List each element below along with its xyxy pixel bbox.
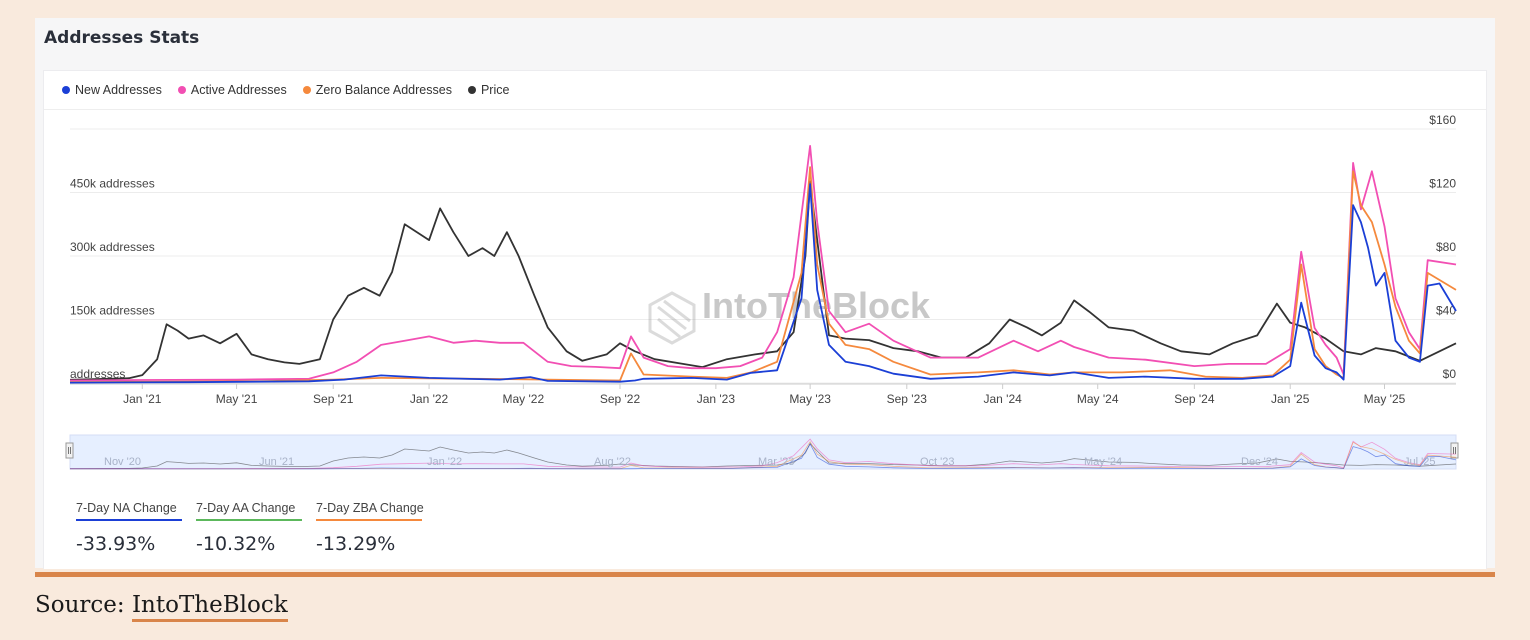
source-prefix: Source:	[35, 592, 132, 618]
watermark-logo-icon	[648, 291, 696, 345]
left-axis-tick-label: 450k addresses	[70, 177, 155, 191]
x-axis-tick-label: May '21	[216, 392, 258, 406]
legend-dot-icon	[177, 86, 186, 94]
stat-value: -13.29%	[316, 533, 396, 555]
series-line-active-addresses	[69, 145, 1457, 382]
watermark-text: IntoTheBlock	[702, 285, 931, 326]
addresses-stats-panel: Addresses Stats New Addresses Active Add…	[35, 18, 1495, 569]
legend-label: Zero Balance Addresses	[315, 83, 452, 97]
stat-value: -33.93%	[76, 533, 156, 555]
navigator-label: May '24	[1084, 456, 1122, 468]
stats-row: 7-Day NA Change -33.93% 7-Day AA Change …	[76, 501, 424, 555]
legend-label: New Addresses	[75, 83, 162, 97]
x-axis-tick-label: May '23	[789, 392, 831, 406]
right-axis-labels: $0 $40 $80 $120 $160	[1429, 113, 1456, 381]
x-axis-tick-label: Jan '21	[123, 392, 162, 406]
x-axis-tick-label: Sep '21	[313, 392, 354, 406]
legend-item-active-addresses[interactable]: Active Addresses	[177, 83, 287, 97]
source-line: Source: IntoTheBlock	[35, 592, 288, 622]
right-axis-tick-label: $120	[1429, 177, 1456, 191]
x-axis-tick-label: May '24	[1077, 392, 1119, 406]
legend-dot-icon	[302, 86, 311, 94]
legend-item-zero-balance-addresses[interactable]: Zero Balance Addresses	[302, 83, 452, 97]
navigator-label: Jun '21	[259, 456, 294, 468]
legend-label: Active Addresses	[190, 83, 287, 97]
navigator-lines	[69, 438, 1457, 470]
chart-legend: New Addresses Active Addresses Zero Bala…	[62, 83, 509, 97]
navigator-right-handle[interactable]	[1450, 442, 1459, 459]
right-axis-tick-label: $40	[1436, 304, 1456, 318]
left-axis-tick-label: 150k addresses	[70, 304, 155, 318]
navigator-line	[70, 443, 1457, 470]
left-axis-tick-label: addresses	[70, 367, 125, 381]
panel-title: Addresses Stats	[44, 28, 200, 48]
right-axis-tick-label: $160	[1429, 113, 1456, 127]
navigator-label: Aug '22	[594, 456, 631, 468]
series-line-price	[69, 180, 1457, 381]
x-axis-tick-label: Jan '24	[983, 392, 1022, 406]
right-axis-tick-label: $80	[1436, 240, 1456, 254]
x-axis-tick-label: Sep '22	[600, 392, 641, 406]
legend-item-new-addresses[interactable]: New Addresses	[62, 83, 162, 97]
stat-label: 7-Day NA Change	[76, 501, 182, 521]
stat-label: 7-Day ZBA Change	[316, 501, 424, 521]
legend-label: Price	[480, 83, 510, 97]
x-axis-tick-label: May '25	[1364, 392, 1406, 406]
navigator-label: Nov '20	[104, 456, 141, 468]
legend-item-price[interactable]: Price	[467, 83, 510, 97]
left-axis-labels: addresses 150k addresses 300k addresses 450…	[70, 177, 155, 382]
navigator-label: Mar '23	[758, 456, 794, 468]
stat-label: 7-Day AA Change	[196, 501, 302, 521]
series-line-zero-balance-addresses	[69, 166, 1457, 384]
series-lines	[69, 145, 1457, 384]
stat-aa-change: 7-Day AA Change -10.32%	[196, 501, 302, 555]
right-axis-tick-label: $0	[1443, 367, 1457, 381]
range-navigator: Nov '20 Jun '21 Jan '22 Aug '22 Mar '23 Oct '…	[65, 434, 1459, 470]
legend-dot-icon	[62, 86, 70, 94]
legend-dot-icon	[467, 86, 476, 94]
navigator-label: Jul '25	[1404, 456, 1435, 468]
x-axis-tick-label: Sep '23	[887, 392, 928, 406]
navigator-selection	[69, 434, 1457, 470]
left-axis-tick-label: 300k addresses	[70, 240, 155, 254]
series-line-new-addresses	[69, 183, 1457, 384]
chart-card: New Addresses Active Addresses Zero Bala…	[43, 70, 1487, 569]
line-chart: IntoTheBlock addresses 150k addresses 300k…	[65, 113, 1459, 470]
navigator-label: Jan '22	[427, 456, 462, 468]
navigator-labels: Nov '20 Jun '21 Jan '22 Aug '22 Mar '23 Oct '…	[104, 456, 1435, 468]
x-axis-tick-label: Sep '24	[1174, 392, 1215, 406]
x-axis-tick-label: Jan '22	[410, 392, 449, 406]
source-link[interactable]: IntoTheBlock	[131, 592, 288, 622]
x-axis-tick-label: Jan '23	[697, 392, 736, 406]
stat-na-change: 7-Day NA Change -33.93%	[76, 501, 182, 555]
navigator-label: Oct '23	[920, 456, 955, 468]
navigator-left-handle[interactable]	[65, 442, 74, 459]
stat-value: -10.32%	[196, 533, 276, 555]
grid-lines	[70, 128, 1456, 384]
legend-divider	[44, 109, 1486, 110]
x-axis-labels: Jan '21 May '21 Sep '21 Jan '22 May '22 Sep '…	[123, 392, 1406, 406]
x-axis-tick-label: May '22	[503, 392, 545, 406]
x-axis-tick-label: Jan '25	[1271, 392, 1310, 406]
divider-rule	[35, 572, 1495, 577]
x-axis-ticks	[70, 383, 1456, 389]
watermark: IntoTheBlock	[648, 285, 931, 345]
navigator-label: Dec '24	[1241, 456, 1278, 468]
navigator-line	[69, 438, 1457, 470]
stat-zba-change: 7-Day ZBA Change -13.29%	[316, 501, 424, 555]
